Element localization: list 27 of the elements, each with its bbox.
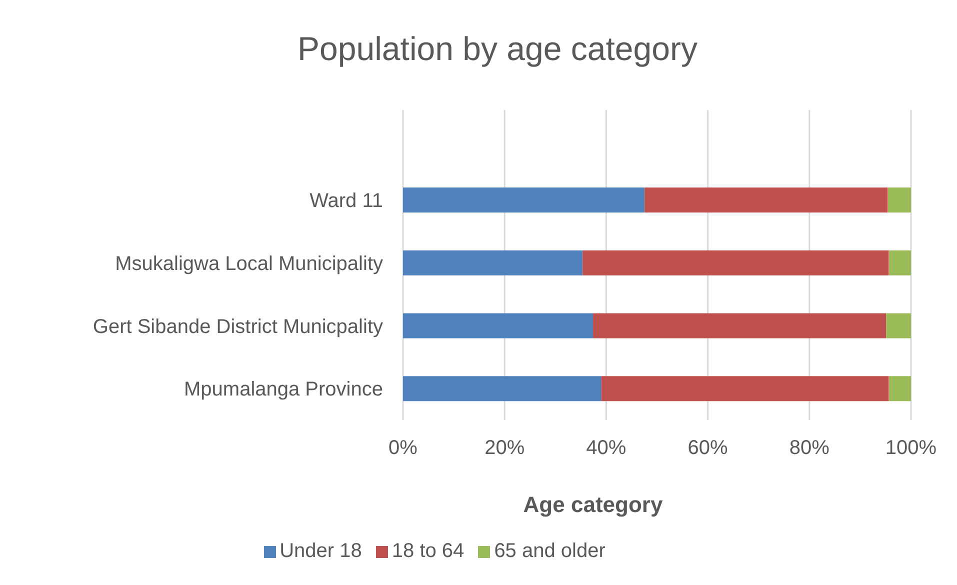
chart-title: Population by age category	[296, 30, 698, 68]
bar	[888, 376, 911, 402]
x-tick-label: 60%	[688, 437, 728, 460]
legend-label: 18 to 64	[390, 540, 464, 563]
bar	[888, 187, 911, 212]
x-tick-label: 0%	[388, 437, 418, 460]
x-tick-label: 100%	[885, 437, 937, 460]
x-tick-label: 40%	[586, 437, 626, 460]
bar	[403, 187, 644, 212]
bar	[582, 250, 889, 276]
y-tick-label: Gert Sibande District Municpality	[92, 316, 383, 338]
bar	[403, 313, 593, 338]
bar	[644, 187, 888, 212]
x-tick-label: 20%	[484, 437, 525, 460]
bar	[403, 250, 582, 276]
bar	[403, 376, 602, 402]
x-axis-title: Age category	[523, 492, 664, 517]
y-tick-label: Ward 11	[310, 190, 383, 212]
x-tick-label: 80%	[789, 437, 830, 460]
legend-label: 65 and older	[493, 540, 606, 563]
y-tick-label: Msukaligwa Local Municipality	[115, 252, 383, 275]
legend-label: Under 18	[278, 540, 362, 563]
bar	[592, 313, 886, 338]
bar	[886, 313, 911, 338]
bar	[888, 250, 911, 276]
bar	[601, 376, 889, 402]
y-tick-label: Mpumalanga Province	[184, 378, 383, 401]
